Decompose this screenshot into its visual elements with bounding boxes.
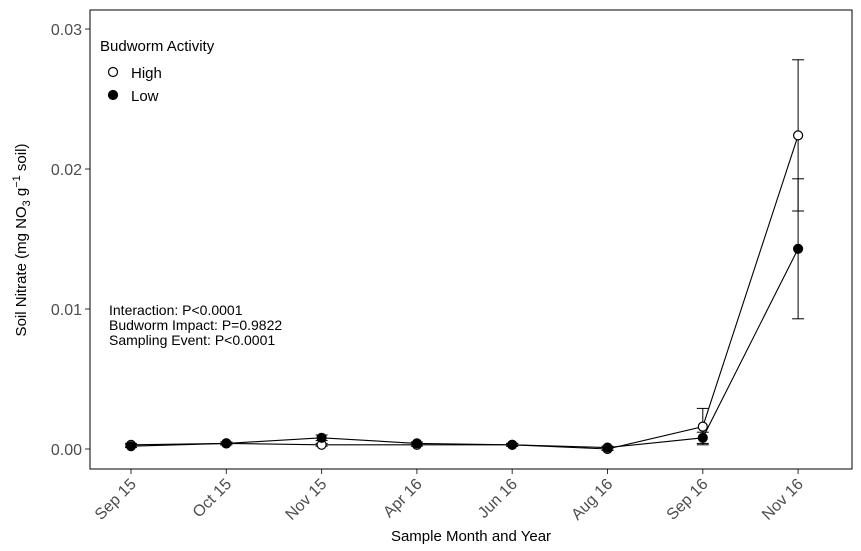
y-axis-title: Soil Nitrate (mg NO3 g−1 soil)	[11, 144, 33, 337]
data-point-low	[507, 439, 518, 450]
data-point-low	[411, 438, 422, 449]
y-axis-title-superscript: −1	[11, 175, 23, 188]
data-point-high	[697, 421, 708, 432]
legend-key-high	[107, 66, 119, 78]
legend-key-low	[107, 89, 119, 101]
series-layer	[125, 59, 805, 455]
data-point-low	[697, 432, 708, 443]
y-axis-title-subscript: 3	[21, 200, 33, 206]
data-point-low	[792, 243, 804, 254]
series-line-low	[130, 248, 799, 449]
y-axis-title-part1: Soil Nitrate (mg NO	[13, 206, 30, 336]
y-axis-title-part2: g	[13, 188, 30, 201]
series-low	[125, 178, 805, 453]
data-point-low	[316, 432, 327, 443]
stats-annotation: Interaction: P<0.0001 Budworm Impact: P=…	[109, 302, 282, 348]
data-point-low	[221, 438, 232, 449]
legend-label-low: Low	[131, 88, 159, 105]
annotation-budworm-impact: Budworm Impact: P=0.9822	[109, 317, 282, 333]
y-tick-label: 0.03	[51, 22, 82, 39]
annotation-interaction: Interaction: P<0.0001	[109, 302, 243, 318]
legend-title: Budworm Activity	[100, 38, 215, 55]
y-tick-label: 0.01	[51, 302, 82, 319]
y-tick-label: 0.02	[51, 162, 82, 179]
x-axis-title: Sample Month and Year	[391, 528, 551, 545]
plot-panel-border	[89, 9, 853, 470]
data-point-high	[792, 130, 804, 141]
legend: Budworm Activity High Low	[100, 38, 215, 105]
legend-label-high: High	[131, 65, 162, 82]
data-point-low	[602, 442, 613, 453]
data-point-low	[125, 441, 137, 452]
y-axis-title-part3: soil)	[13, 144, 30, 176]
annotation-sampling-event: Sampling Event: P<0.0001	[109, 332, 275, 348]
y-tick-label: 0.00	[51, 442, 82, 459]
series-line-high	[130, 135, 799, 450]
